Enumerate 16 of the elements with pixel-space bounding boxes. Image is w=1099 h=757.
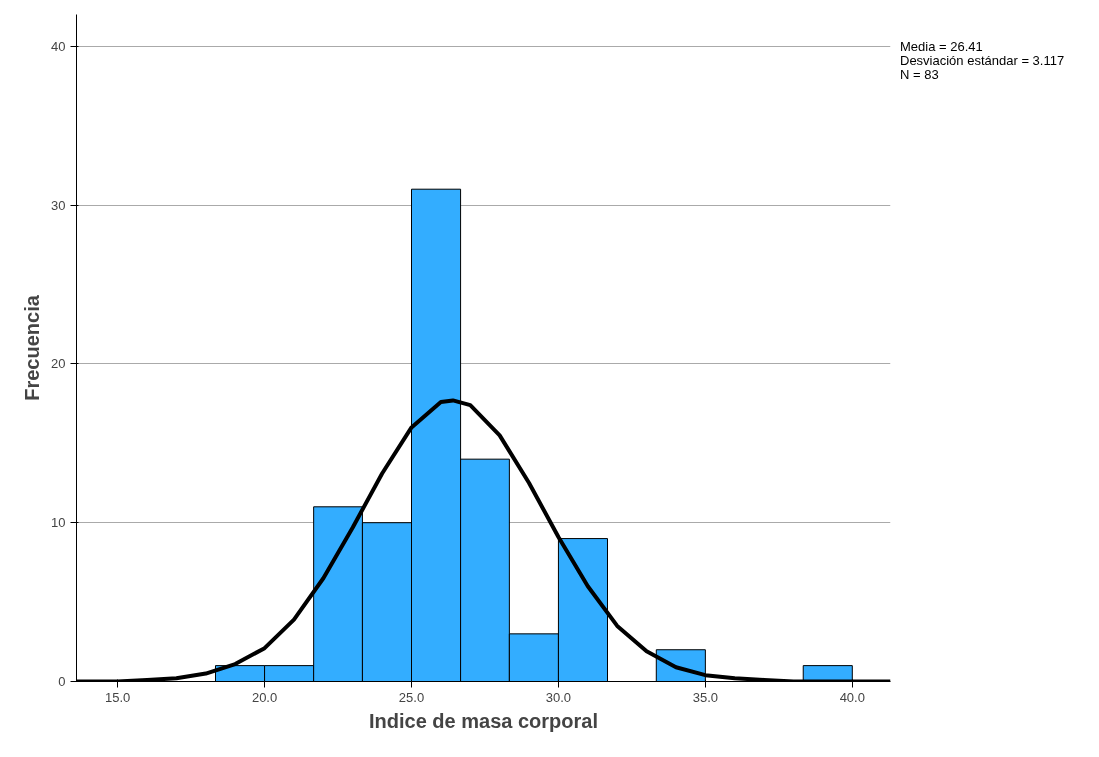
x-tick-label: 20.0: [251, 689, 278, 705]
text: Desviación estándar = 3.117: [900, 53, 1065, 68]
x-tick-label: 25.0: [398, 689, 425, 705]
x-tick-label: 15.0: [104, 689, 131, 705]
x-tick-label: 30.0: [545, 689, 572, 705]
y-tick-label: 10: [51, 515, 66, 531]
text: Media = 26.41: [900, 39, 984, 54]
x-tick-label: 35.0: [692, 689, 719, 705]
y-tick-label: 0: [58, 674, 66, 689]
text: N = 83: [900, 67, 940, 82]
x-tick-label: 40.0: [839, 689, 865, 705]
y-tick-label: 30: [51, 197, 66, 213]
y-tick-label: 40: [51, 38, 66, 54]
x-axis-title: Indice de masa corporal: [369, 709, 598, 732]
y-tick-label: 20: [51, 356, 66, 372]
y-axis-title: Frecuencia: [21, 294, 44, 401]
